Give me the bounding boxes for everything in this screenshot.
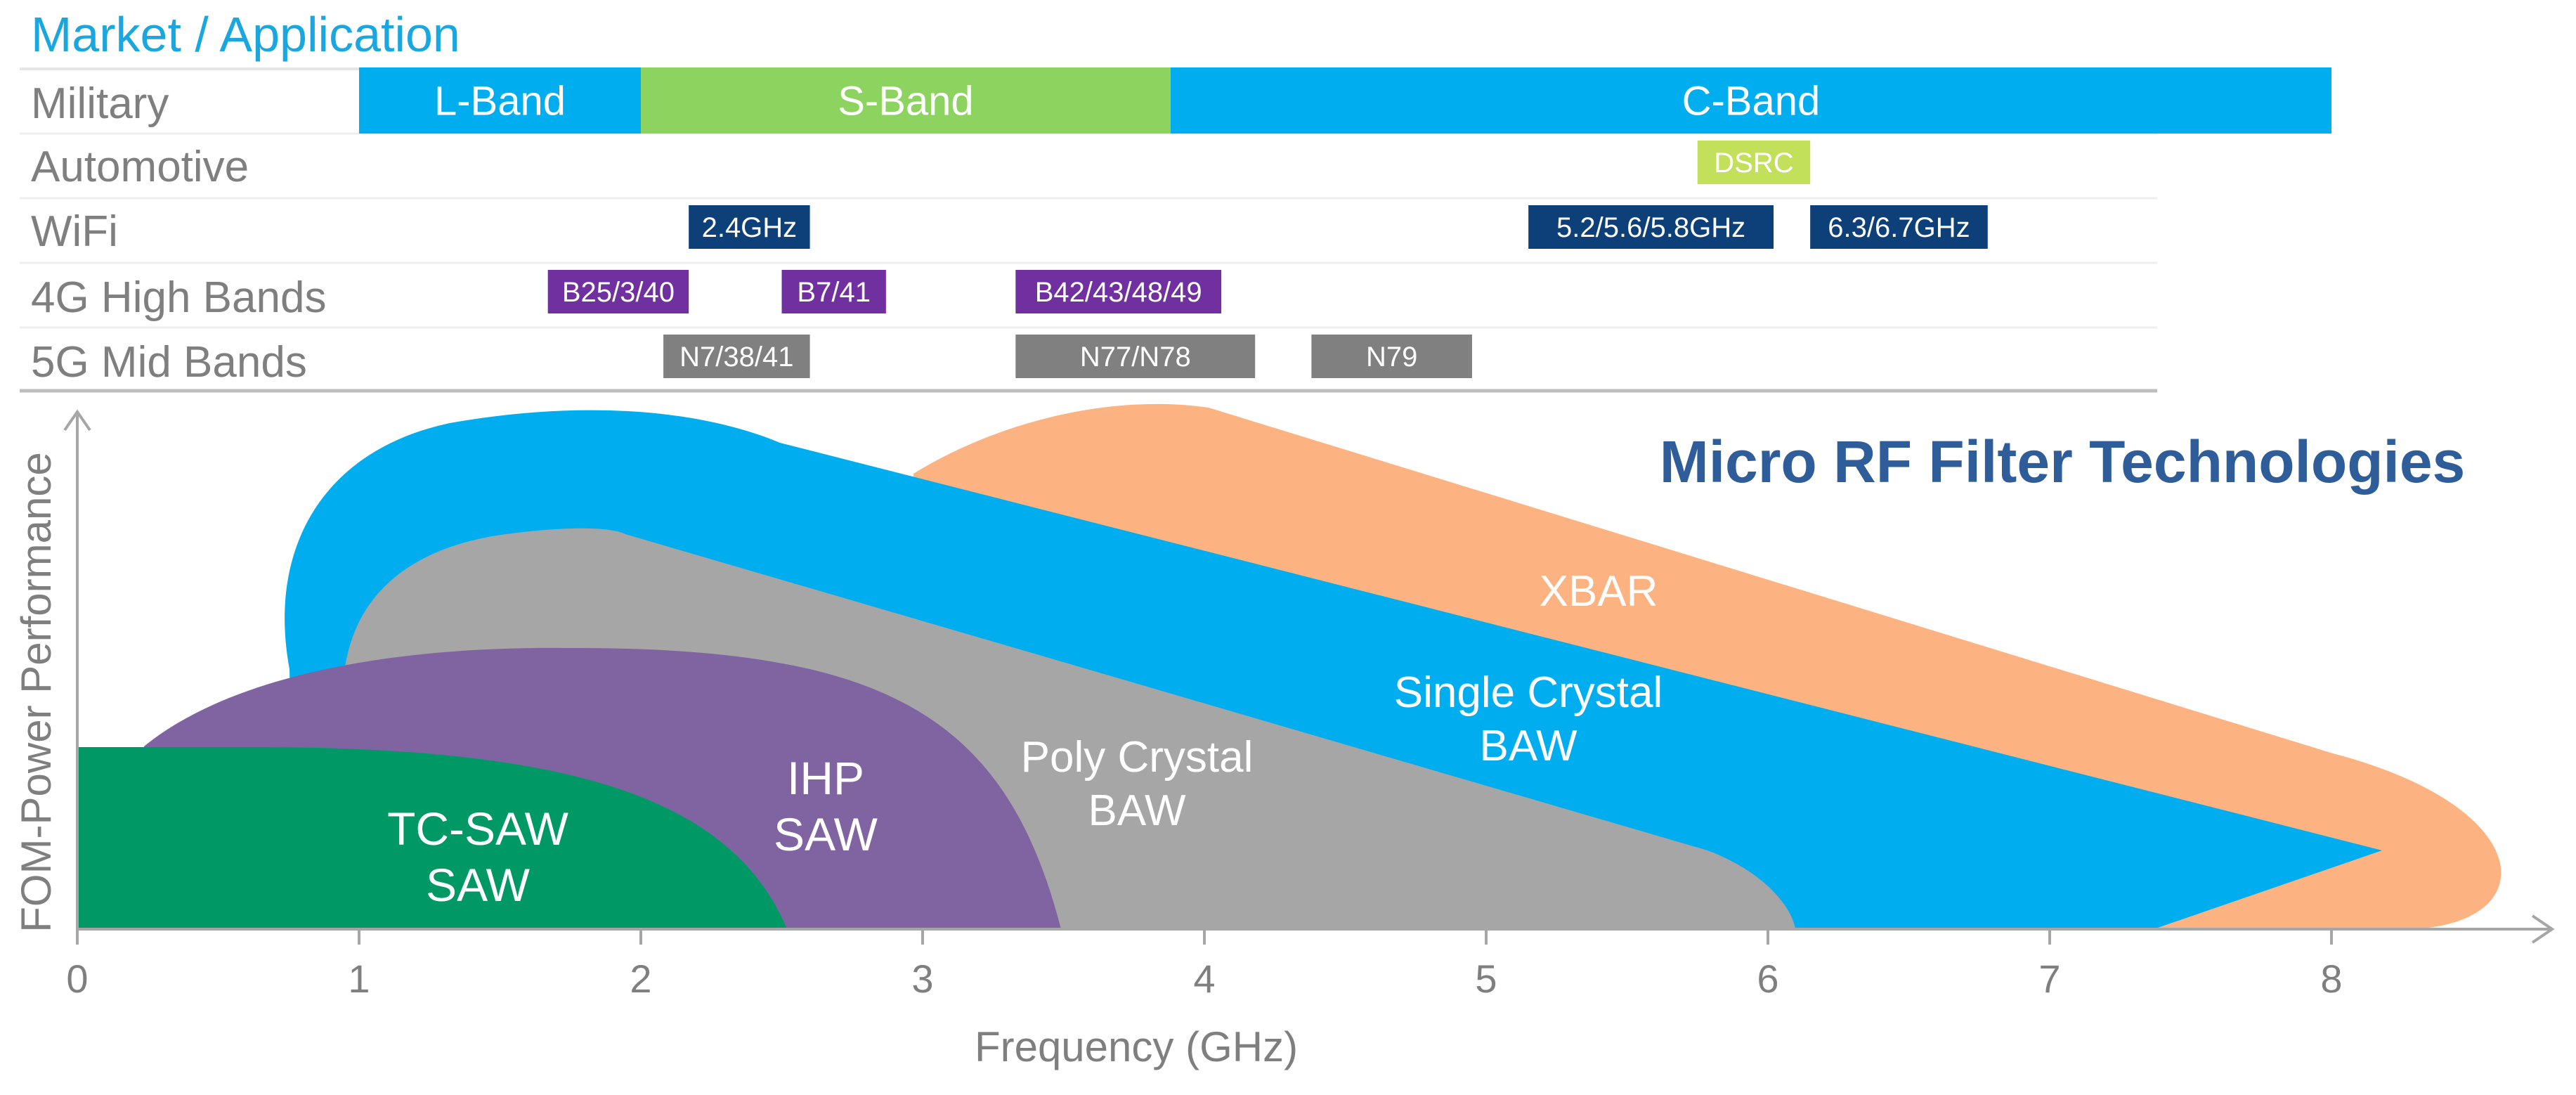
band-label-b25-3-40: B25/3/40	[562, 277, 675, 308]
area-label-poly-crystal-baw-line2: BAW	[1088, 786, 1186, 835]
area-label-xbar-line1: XBAR	[1540, 567, 1658, 616]
area-label-tc-saw-saw-line2: SAW	[426, 859, 531, 911]
band-label-6-3-6-7ghz: 6.3/6.7GHz	[1828, 212, 1970, 243]
x-ticks: 0 1 2 3 4 5 6 7 8	[66, 929, 2343, 1001]
band-label-s-band: S-Band	[838, 78, 973, 124]
band-bar-2-4ghz	[689, 205, 810, 249]
area-label-ihp-saw-line1: IHP	[787, 752, 864, 804]
y-axis-label: FOM-Power Performance	[13, 452, 60, 933]
band-label-c-band: C-Band	[1682, 78, 1821, 124]
x-tick-label: 6	[1757, 957, 1778, 1001]
band-label-n77-n78: N77/N78	[1080, 342, 1191, 372]
row-label-automotive: Automotive	[31, 143, 249, 191]
x-tick-label: 4	[1193, 957, 1215, 1001]
area-label-ihp-saw-line2: SAW	[774, 808, 878, 860]
band-bar-6-3-6-7ghz	[1810, 205, 1988, 249]
x-tick-label: 0	[66, 957, 88, 1001]
x-tick-label: 5	[1475, 957, 1497, 1001]
x-tick-label: 3	[911, 957, 933, 1001]
band-label-l-band: L-Band	[434, 78, 566, 124]
market-application-table: Market / Application Military Automotive…	[20, 7, 2331, 393]
y-axis-arrowhead	[63, 409, 91, 432]
band-label-2-4ghz: 2.4GHz	[702, 212, 798, 243]
band-bars: L-Band S-Band C-Band DSRC 2.4GHz 5.2/5.6/5.8G…	[359, 67, 2331, 378]
row-label-4g-high-bands: 4G High Bands	[31, 273, 326, 322]
band-label-dsrc: DSRC	[1714, 148, 1793, 179]
band-bar-n7-38-41	[663, 335, 810, 378]
band-label-b7-41: B7/41	[797, 277, 871, 308]
band-bar-s-band	[641, 67, 1171, 134]
band-label-5-2-5-6-5-8ghz: 5.2/5.6/5.8GHz	[1556, 212, 1745, 243]
area-tc-saw-saw	[77, 746, 787, 929]
band-bar-n79	[1311, 335, 1472, 378]
x-tick-label: 8	[2320, 957, 2342, 1001]
band-label-n7-38-41: N7/38/41	[679, 342, 793, 372]
area-label-poly-crystal-baw-line1: Poly Crystal	[1021, 733, 1254, 782]
band-label-b42-43-48-49: B42/43/48/49	[1035, 277, 1202, 308]
row-label-military: Military	[31, 79, 169, 128]
row-label-wifi: WiFi	[31, 207, 118, 256]
band-label-n79: N79	[1366, 342, 1417, 372]
band-bar-dsrc	[1697, 141, 1811, 184]
x-axis-label: Frequency (GHz)	[975, 1023, 1298, 1070]
x-tick-label: 7	[2038, 957, 2060, 1001]
x-tick-label: 1	[348, 957, 370, 1001]
x-tick-label: 2	[630, 957, 651, 1001]
area-label-tc-saw-saw-line1: TC-SAW	[387, 803, 569, 855]
band-bar-n77-n78	[1015, 335, 1256, 378]
chart-title: Micro RF Filter Technologies	[1660, 429, 2466, 495]
band-bar-5-2-5-6-5-8ghz	[1528, 205, 1774, 249]
area-label-single-crystal-baw-line2: BAW	[1480, 722, 1578, 770]
area-label-single-crystal-baw-line1: Single Crystal	[1394, 668, 1663, 717]
band-bar-b25-3-40	[547, 270, 689, 313]
x-axis-arrowhead	[2531, 914, 2555, 944]
market-header: Market / Application	[31, 7, 460, 62]
band-bar-b7-41	[781, 270, 886, 313]
axes: 0 1 2 3 4 5 6 7 8 Frequency (GHz) FOM-Power Perf…	[13, 409, 2555, 1070]
row-label-5g-mid-bands: 5G Mid Bands	[31, 338, 307, 387]
band-bar-c-band	[1170, 67, 2331, 134]
band-bar-b42-43-48-49	[1015, 270, 1222, 313]
band-bar-l-band	[359, 67, 641, 134]
